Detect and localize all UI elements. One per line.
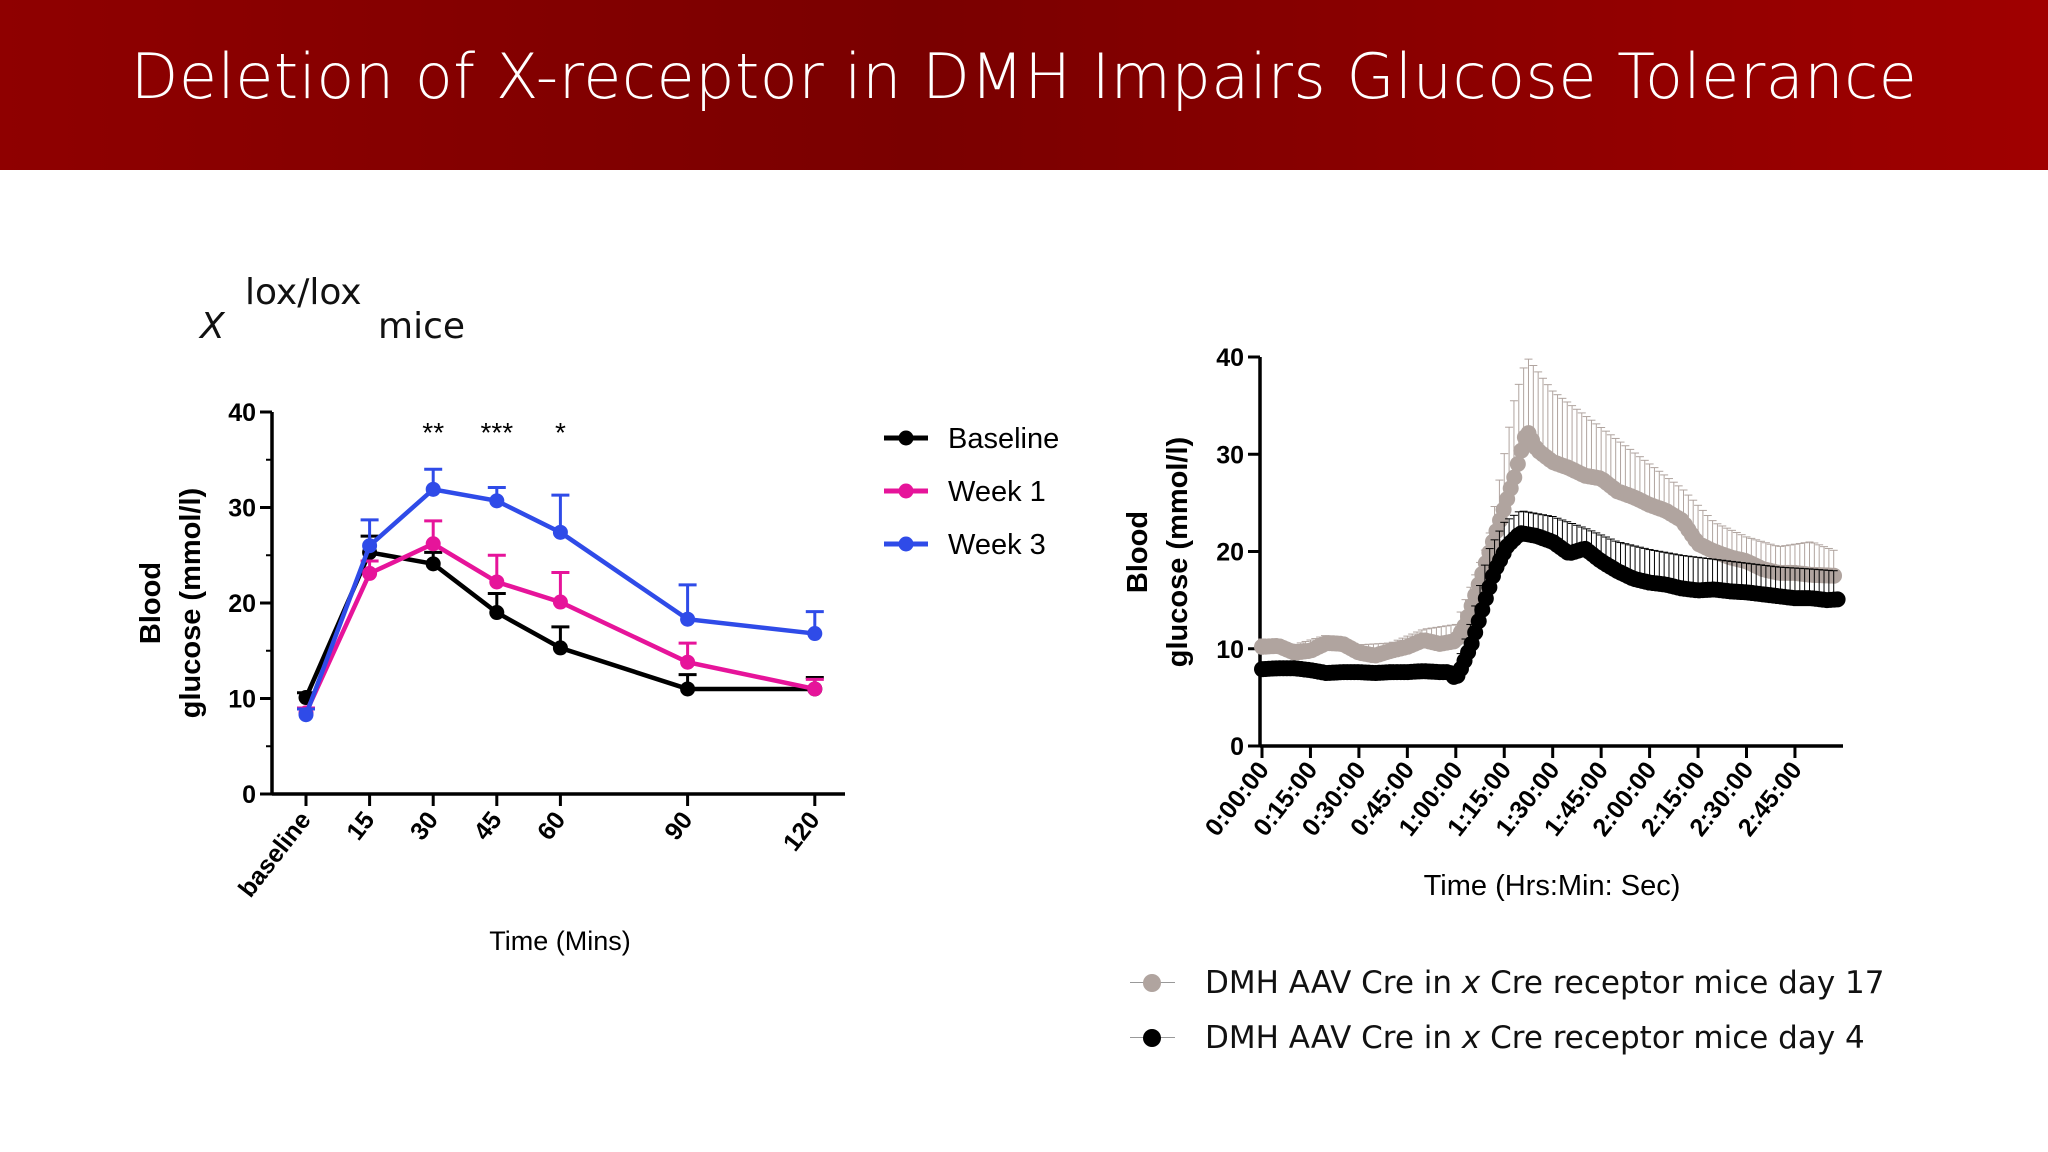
legend-item-day4: DMH AAV Cre in x Cre receptor mice day 4 [1130, 1010, 2010, 1065]
left-x-tick-label: 90 [659, 806, 698, 845]
left-legend-label: Week 1 [948, 476, 1046, 508]
right-y-tick-label: 20 [1216, 539, 1244, 567]
left-data-point [807, 626, 823, 642]
right-y-tick-label: 30 [1216, 441, 1244, 469]
left-data-point [552, 640, 568, 656]
left-y-tick-label: 20 [228, 590, 256, 618]
left-y-tick-label: 0 [242, 781, 256, 809]
left-data-point [807, 681, 823, 697]
left-legend-marker [898, 430, 914, 446]
right-y-tick-label: 10 [1216, 636, 1244, 664]
left-data-point [489, 574, 505, 590]
legend-marker-day4 [1130, 1023, 1175, 1053]
left-x-tick-label: 45 [468, 806, 507, 845]
right-x-axis-title: Time (Hrs:Min: Sec) [1424, 870, 1681, 902]
right-y-tick-label: 0 [1230, 733, 1244, 761]
legend-label-day4: DMH AAV Cre in x Cre receptor mice day 4 [1205, 1019, 1865, 1056]
left-data-point [552, 594, 568, 610]
left-x-axis-title: Time (Mins) [489, 926, 631, 956]
chart-subtitle: X lox/lox mice [200, 272, 500, 352]
legend-marker-day17 [1130, 968, 1175, 998]
left-x-tick-label: 15 [341, 806, 380, 845]
left-y-tick-label: 30 [228, 495, 256, 523]
subtitle-superscript: lox/lox [245, 272, 362, 313]
left-y-tick-label: 10 [228, 686, 256, 714]
left-data-point [489, 493, 505, 509]
significance-marker: *** [480, 417, 513, 448]
right-data-point [1829, 591, 1846, 608]
left-x-tick-label: baseline [233, 806, 317, 902]
left-data-point [362, 538, 378, 554]
time-course-legend: DMH AAV Cre in x Cre receptor mice day 1… [1130, 955, 2010, 1065]
left-x-tick-label: 120 [778, 806, 826, 856]
title-banner: Deletion of X-receptor in DMH Impairs Gl… [0, 0, 2048, 170]
left-y-axis-title-line2: glucose (mmol/l) [175, 488, 207, 718]
subtitle-symbol: X [200, 306, 225, 347]
right-data-point [1509, 455, 1526, 472]
left-data-point [425, 481, 441, 497]
legend-item-day17: DMH AAV Cre in x Cre receptor mice day 1… [1130, 955, 2010, 1010]
left-data-point [680, 654, 696, 670]
left-data-point [425, 556, 441, 572]
left-y-axis-title-line1: Blood [135, 562, 167, 644]
right-y-axis-title-line2: glucose (mmol/l) [1162, 437, 1194, 667]
subtitle-suffix: mice [378, 306, 466, 347]
right-data-point [1506, 469, 1523, 486]
left-legend-label: Week 3 [948, 529, 1046, 561]
left-x-tick-label: 30 [405, 806, 444, 845]
left-x-tick-label: 60 [532, 806, 571, 845]
right-y-tick-label: 40 [1216, 344, 1244, 372]
left-y-tick-label: 40 [228, 399, 256, 427]
left-legend-label: Baseline [948, 423, 1059, 455]
left-data-point [489, 605, 505, 621]
right-data-point [1513, 442, 1530, 459]
left-data-point [680, 611, 696, 627]
left-data-point [425, 536, 441, 552]
right-y-axis-title-line1: Blood [1122, 511, 1154, 593]
significance-marker: ** [422, 417, 444, 448]
slide-title: Deletion of X-receptor in DMH Impairs Gl… [130, 40, 1918, 113]
left-legend-marker [898, 483, 914, 499]
significance-marker: * [555, 417, 566, 448]
left-data-point [552, 524, 568, 540]
left-data-point [362, 565, 378, 581]
left-data-point [680, 681, 696, 697]
legend-label-day17: DMH AAV Cre in x Cre receptor mice day 1… [1205, 964, 1885, 1001]
left-data-point [298, 707, 314, 723]
left-legend-marker [898, 536, 914, 552]
